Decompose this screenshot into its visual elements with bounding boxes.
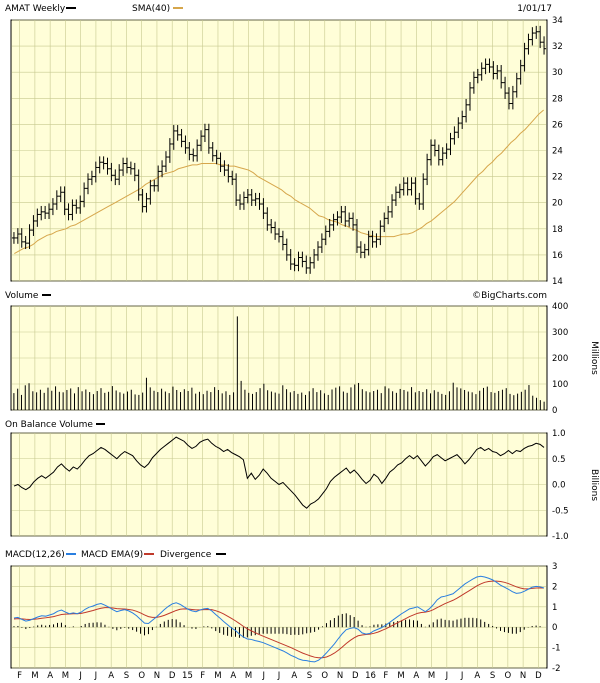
price-grid xyxy=(12,19,546,282)
x-tick-label: N xyxy=(520,671,526,681)
y-tick-label: 2 xyxy=(552,582,557,592)
x-tick-label: D xyxy=(535,671,542,681)
y-tick-label: -2 xyxy=(552,664,560,674)
obv-grid xyxy=(12,432,546,537)
x-tick-label: J xyxy=(445,671,449,681)
x-tick-label: 15 xyxy=(182,671,193,681)
obv-unit-label: Billions xyxy=(589,469,599,501)
y-tick-label: 0 xyxy=(552,406,557,416)
y-tick-label: 1 xyxy=(552,603,557,613)
y-tick-label: -1.0 xyxy=(552,532,569,542)
y-tick-label: 0.5 xyxy=(552,455,566,465)
y-tick-label: 0.0 xyxy=(552,481,566,491)
y-tick-label: 14 xyxy=(552,277,563,287)
x-tick-label: S xyxy=(490,671,495,681)
volume-legend: Volume ©BigCharts.com Millions xyxy=(5,291,599,375)
watermark: ©BigCharts.com xyxy=(472,291,547,301)
x-tick-label: J xyxy=(94,671,98,681)
x-tick-label: A xyxy=(474,671,480,681)
y-tick-label: 400 xyxy=(552,302,568,312)
obv-legend: On Balance Volume Billions xyxy=(5,420,599,501)
x-tick-label: M xyxy=(428,671,435,681)
y-tick-label: -1 xyxy=(552,644,560,654)
y-tick-label: 300 xyxy=(552,328,568,338)
x-tick-label: F xyxy=(17,671,22,681)
symbol-label: AMAT Weekly xyxy=(5,4,66,14)
x-tick-label: D xyxy=(169,671,176,681)
volume-axis: 0 100 200 300 400 xyxy=(552,302,568,416)
volume-grid xyxy=(12,305,546,411)
x-tick-label: A xyxy=(230,671,236,681)
sma-label: SMA(40) xyxy=(132,4,170,14)
price-bars xyxy=(11,25,547,274)
x-tick-label: F xyxy=(383,671,388,681)
volume-unit-label: Millions xyxy=(589,341,599,375)
macd-ema-line xyxy=(13,580,545,659)
volume-label: Volume xyxy=(5,291,39,301)
y-tick-label: 34 xyxy=(552,16,563,26)
x-tick-label: S xyxy=(124,671,129,681)
y-tick-label: 32 xyxy=(552,42,563,52)
sma-line xyxy=(14,109,544,255)
x-tick-label: O xyxy=(505,671,512,681)
y-tick-label: 24 xyxy=(552,147,563,157)
macd-line xyxy=(13,575,545,663)
divergence-label: Divergence xyxy=(160,550,212,560)
x-tick-label: N xyxy=(154,671,160,681)
macd-label: MACD(12,26) xyxy=(5,550,65,560)
y-tick-label: 26 xyxy=(552,120,563,130)
x-tick-label: J xyxy=(277,671,281,681)
price-axis: 14 16 18 20 22 24 26 28 30 32 34 xyxy=(552,16,563,287)
macd-legend: MACD(12,26) MACD EMA(9) Divergence xyxy=(5,550,226,560)
y-tick-label: 30 xyxy=(552,68,563,78)
x-tick-label: M xyxy=(62,671,69,681)
y-tick-label: 0 xyxy=(552,623,557,633)
obv-axis: -1.0 -0.5 0.0 0.5 1.0 xyxy=(552,429,569,542)
x-tick-label: J xyxy=(261,671,265,681)
y-tick-label: 22 xyxy=(552,173,563,183)
x-tick-label: A xyxy=(413,671,419,681)
obv-label: On Balance Volume xyxy=(5,420,93,430)
y-tick-label: 200 xyxy=(552,354,568,364)
x-tick-label: A xyxy=(47,671,53,681)
x-tick-label: 16 xyxy=(365,671,376,681)
divergence-bars xyxy=(13,613,541,638)
x-tick-label: F xyxy=(200,671,205,681)
y-tick-label: 20 xyxy=(552,199,563,209)
y-tick-label: 28 xyxy=(552,94,563,104)
x-tick-label: O xyxy=(138,671,145,681)
x-tick-label: M xyxy=(245,671,252,681)
macd-ema-label: MACD EMA(9) xyxy=(81,550,143,560)
price-legend: AMAT Weekly SMA(40) 1/01/17 xyxy=(5,4,552,14)
obv-line xyxy=(13,436,545,509)
x-tick-label: N xyxy=(337,671,343,681)
x-tick-label: D xyxy=(352,671,359,681)
x-tick-label: J xyxy=(460,671,464,681)
x-tick-label: A xyxy=(108,671,114,681)
macd-axis: -2 -1 0 1 2 3 xyxy=(552,562,560,674)
y-tick-label: -0.5 xyxy=(552,506,569,516)
x-tick-label: S xyxy=(307,671,312,681)
y-tick-label: 18 xyxy=(552,225,563,235)
y-tick-label: 3 xyxy=(552,562,557,572)
x-axis: F M A M J J A S O N D 15 F M A M J J A S O N D 16 F M A M J J A S O N D xyxy=(17,671,542,681)
x-tick-label: M xyxy=(214,671,221,681)
x-tick-label: A xyxy=(291,671,297,681)
y-tick-label: 100 xyxy=(552,380,568,390)
y-tick-label: 1.0 xyxy=(552,429,566,439)
volume-bars xyxy=(13,316,545,410)
y-tick-label: 16 xyxy=(552,251,563,261)
x-tick-label: M xyxy=(31,671,38,681)
x-tick-label: M xyxy=(397,671,404,681)
x-tick-label: O xyxy=(321,671,328,681)
date-label: 1/01/17 xyxy=(517,4,552,14)
x-tick-label: J xyxy=(78,671,82,681)
